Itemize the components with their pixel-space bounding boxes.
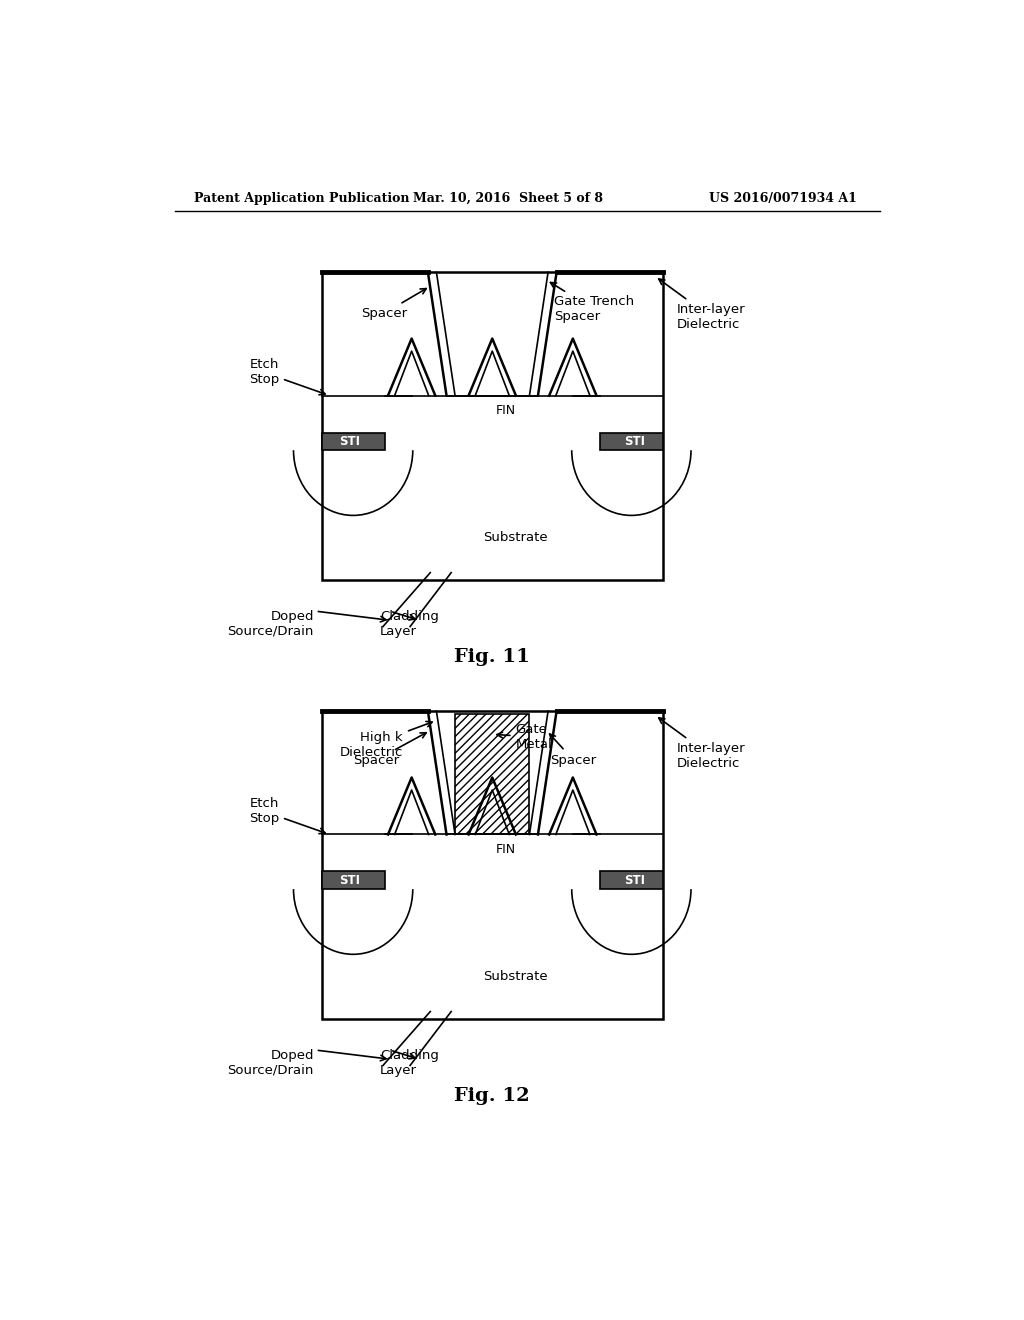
Text: Spacer: Spacer [360,289,426,319]
Text: Gate Trench
Spacer: Gate Trench Spacer [551,282,635,323]
Text: Substrate: Substrate [483,970,548,982]
Text: Mar. 10, 2016  Sheet 5 of 8: Mar. 10, 2016 Sheet 5 of 8 [413,191,603,205]
Text: STI: STI [340,874,360,887]
Text: STI: STI [340,434,360,447]
Bar [600,433,663,450]
Text: High k
Dielectric: High k Dielectric [340,722,432,759]
Bar [322,433,385,450]
Bar [322,711,663,1019]
Text: FIN: FIN [496,843,515,857]
Bar [600,871,663,890]
Text: Doped
Source/Drain: Doped Source/Drain [227,610,314,638]
Text: Etch
Stop: Etch Stop [249,797,326,834]
Text: Spacer: Spacer [353,733,426,767]
Bar [322,871,385,890]
Text: Inter-layer
Dielectric: Inter-layer Dielectric [658,718,745,770]
Text: Fig. 12: Fig. 12 [455,1088,530,1105]
Text: STI: STI [624,874,645,887]
Text: Etch
Stop: Etch Stop [249,359,326,395]
Text: FIN: FIN [496,404,515,417]
Text: Gate
Metal: Gate Metal [497,723,552,751]
Text: US 2016/0071934 A1: US 2016/0071934 A1 [709,191,856,205]
Bar [455,714,529,834]
Text: Spacer: Spacer [550,734,597,767]
Text: Substrate: Substrate [483,531,548,544]
Text: Cladding
Layer: Cladding Layer [380,610,438,638]
Text: Inter-layer
Dielectric: Inter-layer Dielectric [658,279,745,331]
Text: Doped
Source/Drain: Doped Source/Drain [227,1048,314,1077]
Text: Patent Application Publication: Patent Application Publication [194,191,410,205]
Text: Cladding
Layer: Cladding Layer [380,1048,438,1077]
Text: Fig. 11: Fig. 11 [455,648,530,667]
Text: STI: STI [624,434,645,447]
Bar [322,272,663,581]
